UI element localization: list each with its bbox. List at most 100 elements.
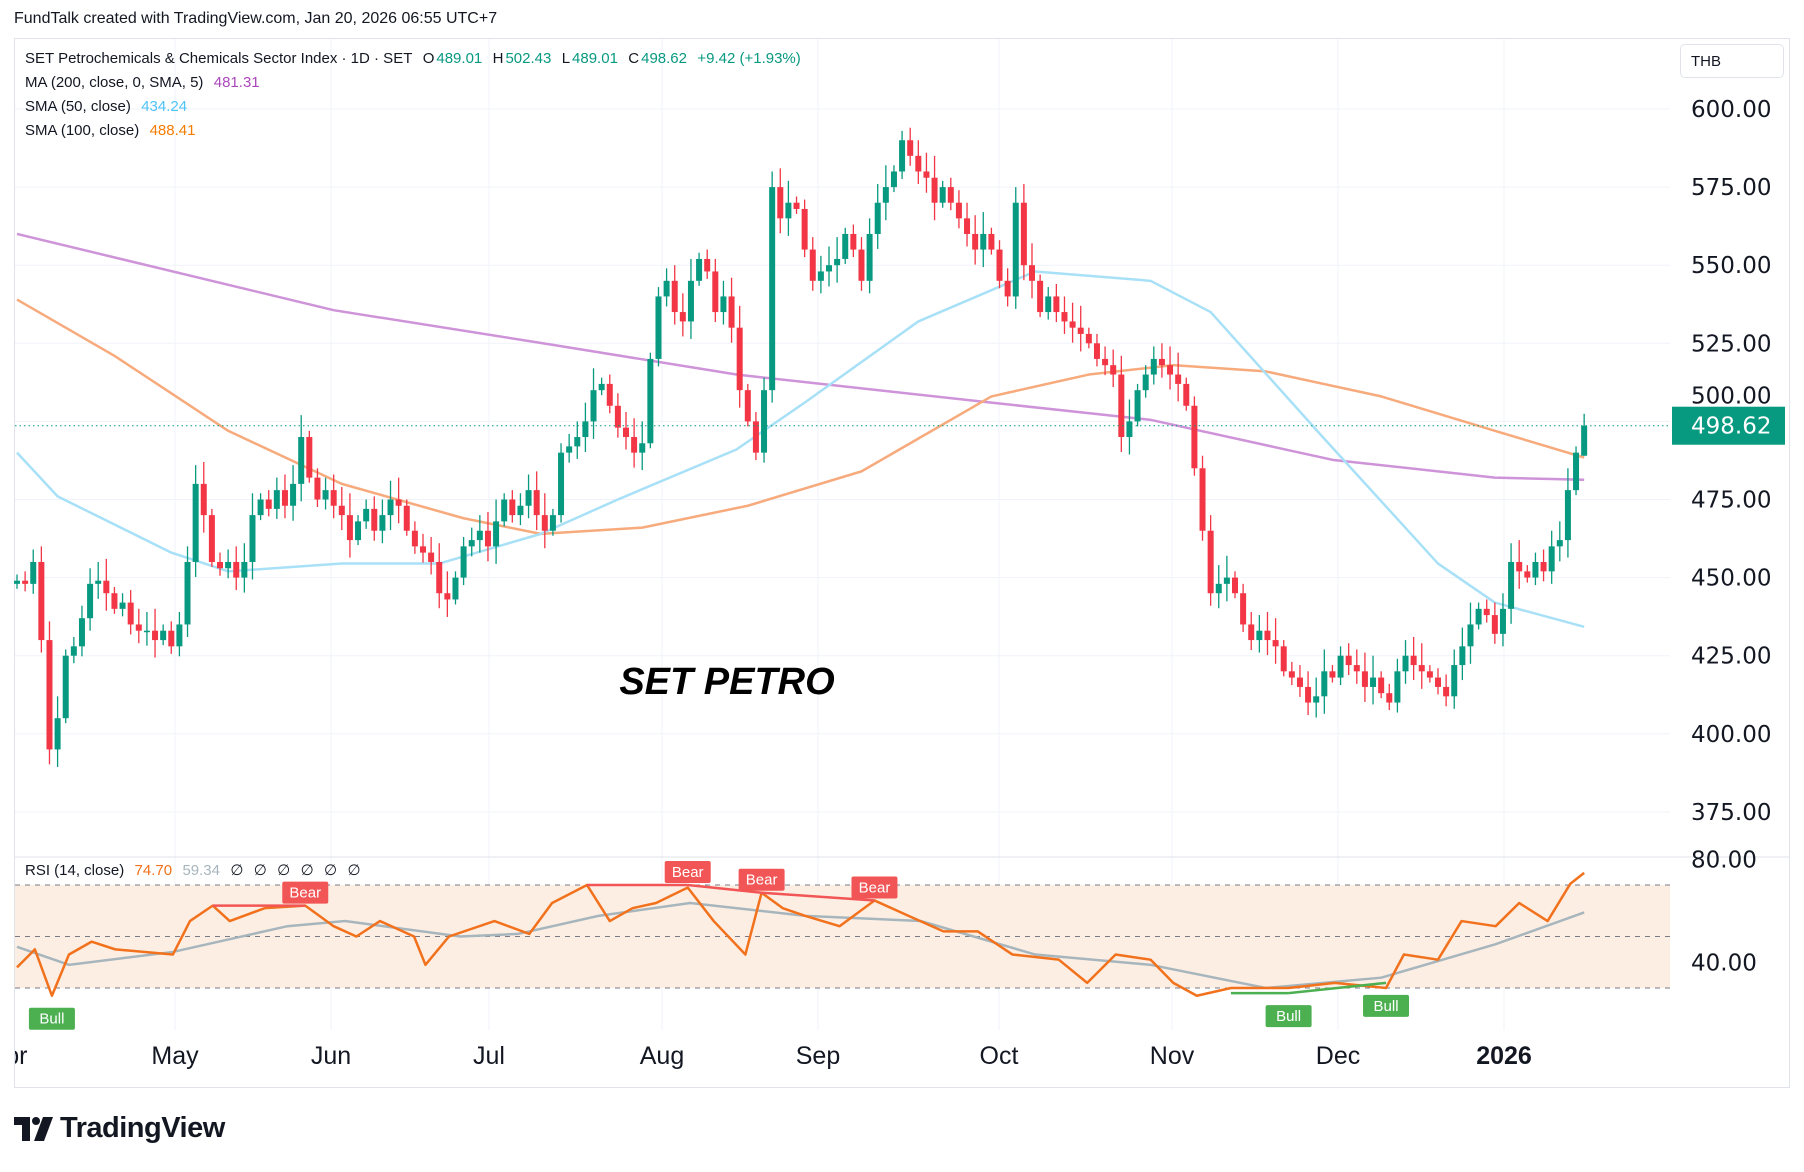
symbol-legend[interactable]: SET Petrochemicals & Chemicals Sector In…: [25, 50, 803, 67]
candle-body: [1459, 646, 1466, 666]
time-axis-label-dec: Dec: [1316, 1042, 1360, 1070]
bear-label: Bear: [289, 885, 321, 902]
rsi-axis-tick: 40.00: [1691, 950, 1757, 976]
candle-body: [1483, 608, 1490, 616]
brand-name: TradingView: [60, 1112, 225, 1144]
tradingview-logo[interactable]: TradingView: [14, 1112, 225, 1145]
candle-body: [834, 258, 841, 266]
candle-body: [62, 655, 69, 719]
candle-body: [46, 640, 53, 750]
bear-divergence-line: [761, 891, 875, 902]
candle-body: [1085, 333, 1092, 344]
symbol-name: SET Petrochemicals & Chemicals Sector In…: [25, 50, 413, 67]
candle-body: [176, 624, 183, 647]
candle-body: [249, 515, 256, 562]
ma200-legend[interactable]: MA (200, close, 0, SMA, 5) 481.31: [25, 74, 262, 91]
candle-body: [1102, 358, 1109, 366]
sma100-legend[interactable]: SMA (100, close) 488.41: [25, 122, 197, 139]
candle-body: [712, 271, 719, 313]
candle-body: [1426, 671, 1433, 678]
rsi-value: 74.70: [134, 862, 173, 879]
candle-body: [809, 249, 816, 281]
candle-body: [785, 202, 792, 219]
candle-body: [87, 583, 94, 619]
candle-body: [314, 477, 321, 500]
open-value: 489.01: [436, 50, 483, 67]
candle-body: [1280, 646, 1287, 672]
low-label: L: [561, 50, 571, 67]
ma200-value: 481.31: [213, 74, 260, 91]
rsi-legend[interactable]: RSI (14, close) 74.70 59.34 ∅ ∅ ∅ ∅ ∅ ∅: [25, 862, 363, 879]
candle-body: [1004, 280, 1011, 297]
candle-body: [517, 505, 524, 516]
candle-body: [1370, 677, 1377, 687]
candle-body: [574, 437, 581, 447]
price-axis-tick: 550.00: [1691, 253, 1771, 279]
time-axis-label-may: May: [151, 1042, 199, 1070]
candle-body: [752, 421, 759, 453]
candle-body: [135, 624, 142, 631]
bear-label-box: [282, 881, 329, 904]
price-axis-tick: 425.00: [1691, 644, 1771, 670]
candle-body: [639, 443, 646, 453]
ma200-line: [16, 232, 1585, 482]
candle-body: [509, 499, 516, 516]
candle-body: [428, 552, 435, 562]
candle-body: [980, 233, 987, 250]
candle-body: [769, 187, 776, 391]
currency-selector[interactable]: THB: [1680, 44, 1784, 78]
candle-body: [493, 521, 500, 547]
candle-body: [379, 515, 386, 531]
candle-body: [1443, 686, 1450, 697]
candle-body: [1167, 365, 1174, 375]
candle-body: [476, 530, 483, 541]
candle-body: [119, 602, 126, 609]
close-value: 498.62: [641, 50, 687, 67]
candle-body: [1020, 202, 1027, 266]
candle-body: [1564, 490, 1571, 541]
candle-body: [363, 508, 370, 522]
candle-body: [614, 405, 621, 428]
candle-body: [1118, 374, 1125, 438]
rsi-extra-0: ∅: [230, 862, 244, 879]
candle-body: [484, 530, 491, 547]
candle-body: [582, 421, 589, 438]
bear-label-box: [738, 868, 785, 891]
candle-body: [696, 258, 703, 281]
candle-body: [241, 561, 248, 578]
candle-body: [14, 580, 20, 584]
candle-body: [728, 296, 735, 328]
sma50-legend[interactable]: SMA (50, close) 434.24: [25, 98, 189, 115]
candle-body: [720, 296, 727, 313]
candle-body: [403, 505, 410, 531]
candle-body: [623, 427, 629, 438]
price-axis-tick: 450.00: [1691, 566, 1771, 592]
candle-body: [54, 718, 61, 750]
time-axis-label-nov: Nov: [1150, 1042, 1195, 1070]
candle-body: [1313, 696, 1320, 703]
rsi-line: [16, 871, 1585, 997]
price-axis-tick: 500.00: [1691, 384, 1771, 410]
sma50-value: 434.24: [141, 98, 188, 115]
sma100-line: [16, 298, 1585, 536]
candle-body: [1256, 630, 1263, 641]
candle-body: [1516, 561, 1523, 572]
candle-body: [111, 593, 118, 609]
candle-body: [420, 546, 426, 553]
price-axis-tick: 400.00: [1691, 722, 1771, 748]
candle-body: [346, 515, 353, 541]
candle-body: [200, 483, 207, 516]
candle-body: [923, 171, 930, 178]
rsi-extra-5: ∅: [347, 862, 361, 879]
candle-body: [1248, 624, 1255, 641]
candle-body: [338, 505, 345, 516]
candle-body: [655, 296, 662, 359]
candle-body: [858, 249, 865, 281]
candle-body: [915, 155, 922, 172]
candle-body: [1272, 640, 1279, 647]
candle-body: [1288, 671, 1295, 678]
time-axis-label-jul: Jul: [473, 1042, 505, 1070]
candle-body: [1532, 561, 1539, 578]
candle-body: [817, 271, 824, 281]
